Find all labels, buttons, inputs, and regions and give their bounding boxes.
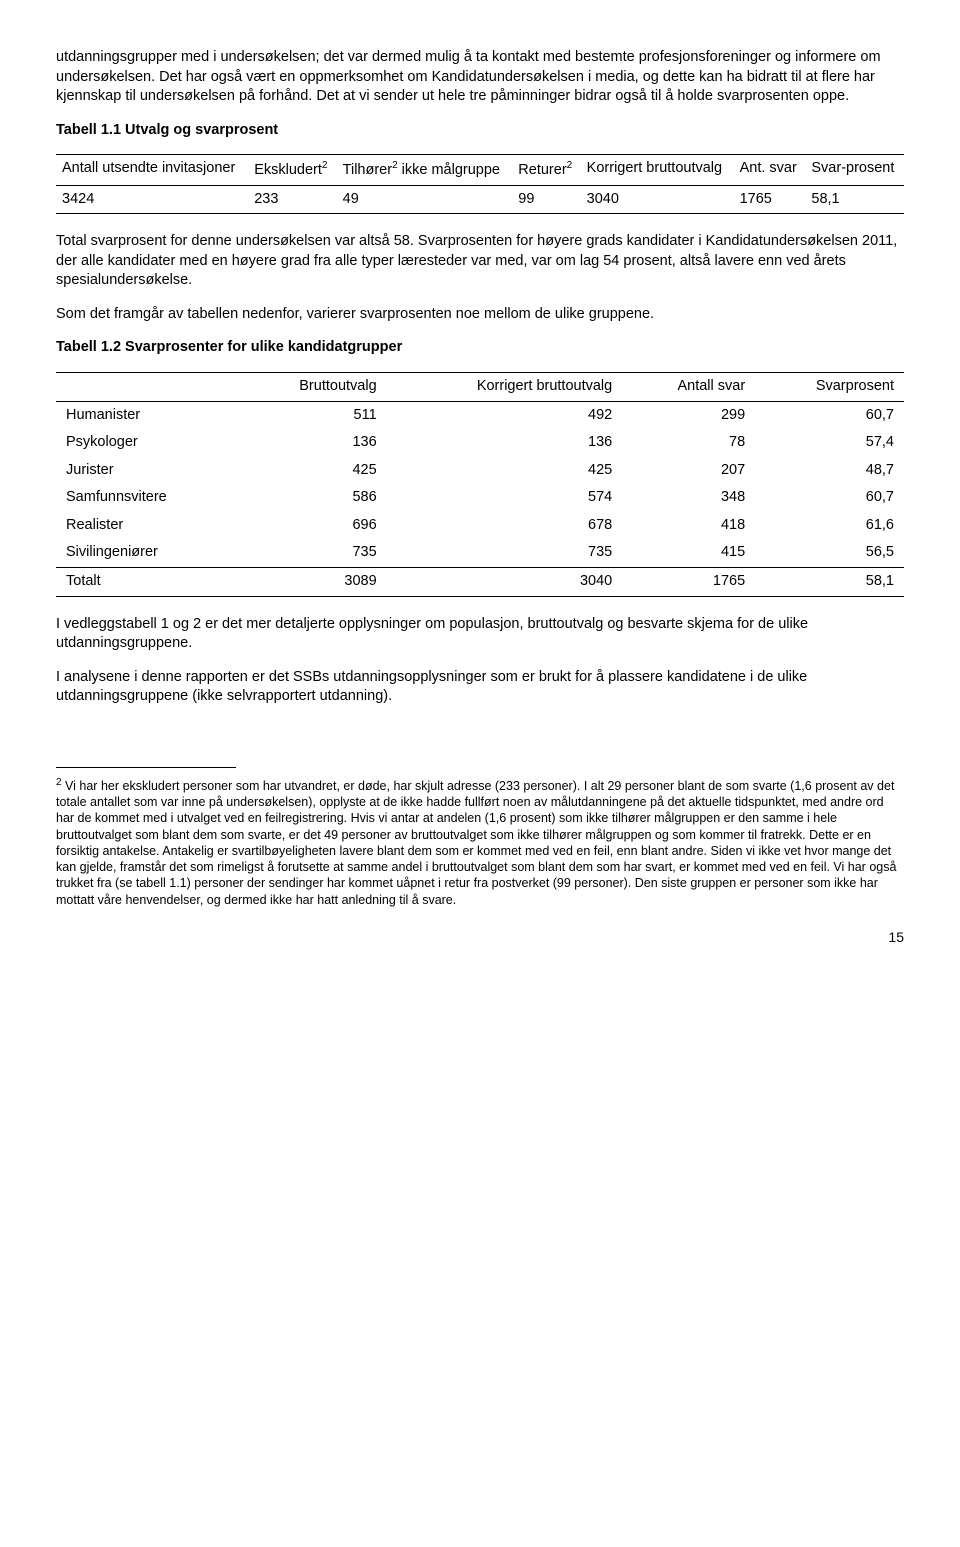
table2-cell: 136 — [239, 429, 387, 457]
table2-cell: Humanister — [56, 401, 239, 429]
table2-total-cell: 1765 — [622, 567, 755, 596]
table2-header: Svarprosent — [755, 373, 904, 402]
table2-total-cell: 3089 — [239, 567, 387, 596]
table2-cell: 492 — [387, 401, 623, 429]
table2-cell: 48,7 — [755, 457, 904, 485]
table2-cell: Psykologer — [56, 429, 239, 457]
table2-cell: 78 — [622, 429, 755, 457]
footnote-text: Vi har her ekskludert personer som har u… — [56, 779, 896, 907]
table2-cell: 696 — [239, 512, 387, 540]
page-number: 15 — [56, 928, 904, 947]
table2-cell: 207 — [622, 457, 755, 485]
table2-cell: 425 — [239, 457, 387, 485]
table2-cell: Sivilingeniører — [56, 539, 239, 567]
table2-title: Tabell 1.2 Svarprosenter for ulike kandi… — [56, 338, 904, 358]
table2-header: Bruttoutvalg — [239, 373, 387, 402]
table2-cell: 678 — [387, 512, 623, 540]
table1-title: Tabell 1.1 Utvalg og svarprosent — [56, 121, 904, 141]
table2-cell: 348 — [622, 484, 755, 512]
table1-cell: 233 — [248, 185, 336, 214]
table1-cell: 3424 — [56, 185, 248, 214]
intro-paragraph: utdanningsgrupper med i undersøkelsen; d… — [56, 48, 904, 107]
table1-header: Ekskludert2 — [248, 155, 336, 185]
table1-header: Korrigert bruttoutvalg — [581, 155, 734, 185]
table2-header — [56, 373, 239, 402]
table1-cell: 58,1 — [805, 185, 904, 214]
table1-header: Ant. svar — [734, 155, 806, 185]
footnote: 2 Vi har her ekskludert personer som har… — [56, 776, 904, 908]
table1-cell: 49 — [337, 185, 513, 214]
table1: Antall utsendte invitasjonerEkskludert2T… — [56, 154, 904, 214]
table2-cell: 735 — [387, 539, 623, 567]
table2-cell: Jurister — [56, 457, 239, 485]
paragraph-4: I vedleggstabell 1 og 2 er det mer detal… — [56, 615, 904, 654]
table2-cell: 735 — [239, 539, 387, 567]
table2-cell: Realister — [56, 512, 239, 540]
table2-header: Korrigert bruttoutvalg — [387, 373, 623, 402]
table2-cell: 60,7 — [755, 401, 904, 429]
table1-header: Svar-prosent — [805, 155, 904, 185]
paragraph-2: Total svarprosent for denne undersøkelse… — [56, 232, 904, 291]
table1-cell: 99 — [512, 185, 580, 214]
table1-header: Tilhører2 ikke målgruppe — [337, 155, 513, 185]
table2-cell: 299 — [622, 401, 755, 429]
table2-cell: 60,7 — [755, 484, 904, 512]
table2-cell: 418 — [622, 512, 755, 540]
table2: BruttoutvalgKorrigert bruttoutvalgAntall… — [56, 372, 904, 597]
table2-cell: 574 — [387, 484, 623, 512]
table2-cell: 61,6 — [755, 512, 904, 540]
table2-total-cell: Totalt — [56, 567, 239, 596]
table2-total-cell: 3040 — [387, 567, 623, 596]
table1-cell: 1765 — [734, 185, 806, 214]
table2-cell: 511 — [239, 401, 387, 429]
table2-cell: 56,5 — [755, 539, 904, 567]
table2-header: Antall svar — [622, 373, 755, 402]
table2-cell: Samfunnsvitere — [56, 484, 239, 512]
table2-total-cell: 58,1 — [755, 567, 904, 596]
table2-cell: 425 — [387, 457, 623, 485]
table2-cell: 57,4 — [755, 429, 904, 457]
table1-cell: 3040 — [581, 185, 734, 214]
table2-cell: 586 — [239, 484, 387, 512]
table1-header: Antall utsendte invitasjoner — [56, 155, 248, 185]
table1-header: Returer2 — [512, 155, 580, 185]
table2-cell: 415 — [622, 539, 755, 567]
table2-cell: 136 — [387, 429, 623, 457]
paragraph-5: I analysene i denne rapporten er det SSB… — [56, 668, 904, 707]
footnote-separator — [56, 767, 236, 768]
footnote-marker: 2 — [56, 777, 62, 788]
paragraph-3: Som det framgår av tabellen nedenfor, va… — [56, 305, 904, 325]
